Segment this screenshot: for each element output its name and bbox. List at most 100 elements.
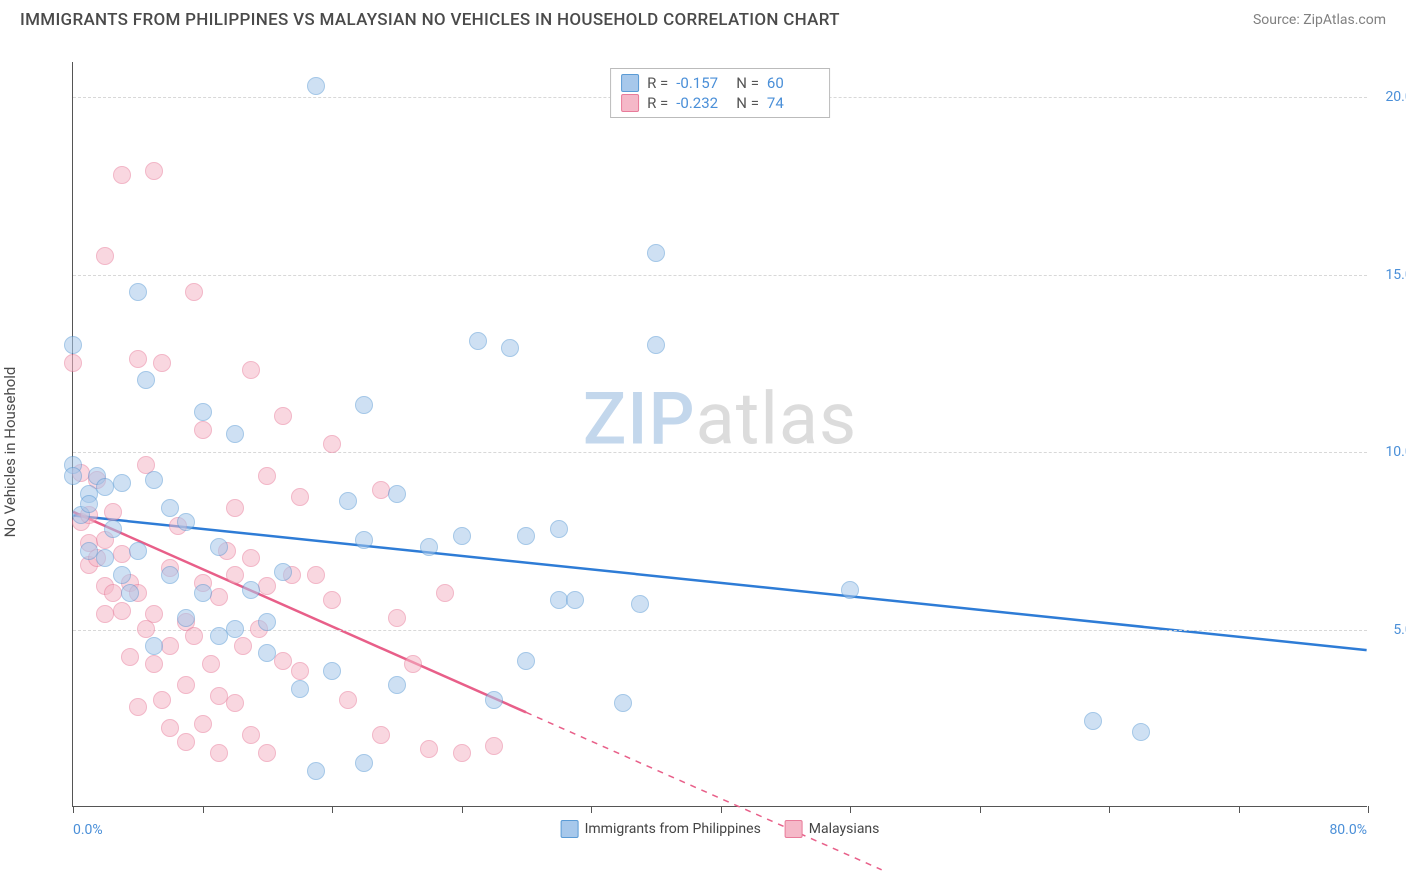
scatter-point-philippines xyxy=(566,591,584,609)
scatter-point-philippines xyxy=(388,485,406,503)
x-tick xyxy=(1239,806,1240,813)
source-attribution: Source: ZipAtlas.com xyxy=(1253,12,1386,28)
x-tick xyxy=(850,806,851,813)
scatter-point-philippines xyxy=(274,563,292,581)
watermark: ZIPatlas xyxy=(583,377,857,462)
scatter-point-malaysians xyxy=(372,481,390,499)
x-axis-min-label: 0.0% xyxy=(73,822,103,838)
scatter-point-philippines xyxy=(355,531,373,549)
legend-row-malaysians: R = -0.232 N = 74 xyxy=(621,93,819,113)
scatter-point-philippines xyxy=(485,691,503,709)
trend-lines xyxy=(73,62,1367,806)
scatter-point-malaysians xyxy=(258,467,276,485)
scatter-point-philippines xyxy=(501,339,519,357)
scatter-point-philippines xyxy=(129,542,147,560)
watermark-atlas: atlas xyxy=(696,377,858,462)
scatter-point-philippines xyxy=(129,283,147,301)
y-axis-label: No Vehicles in Household xyxy=(1,367,19,538)
scatter-point-malaysians xyxy=(145,605,163,623)
scatter-point-malaysians xyxy=(242,549,260,567)
scatter-point-philippines xyxy=(113,474,131,492)
scatter-point-philippines xyxy=(614,694,632,712)
scatter-point-malaysians xyxy=(274,652,292,670)
swatch-philippines xyxy=(561,820,579,838)
scatter-point-malaysians xyxy=(96,605,114,623)
scatter-point-philippines xyxy=(226,620,244,638)
scatter-point-malaysians xyxy=(153,354,171,372)
scatter-point-malaysians xyxy=(145,655,163,673)
swatch-philippines xyxy=(621,74,639,92)
chart-header: IMMIGRANTS FROM PHILIPPINES VS MALAYSIAN… xyxy=(0,0,1406,50)
plot-area: ZIPatlas R = -0.157 N = 60 R = -0.232 N … xyxy=(72,62,1367,807)
scatter-point-philippines xyxy=(307,762,325,780)
scatter-point-malaysians xyxy=(185,283,203,301)
scatter-point-philippines xyxy=(161,499,179,517)
x-tick xyxy=(203,806,204,813)
scatter-point-malaysians xyxy=(242,726,260,744)
scatter-point-philippines xyxy=(355,396,373,414)
scatter-point-malaysians xyxy=(226,566,244,584)
scatter-point-malaysians xyxy=(307,566,325,584)
scatter-point-philippines xyxy=(64,467,82,485)
n-value-malaysians: 74 xyxy=(767,94,819,112)
scatter-point-philippines xyxy=(177,513,195,531)
scatter-point-malaysians xyxy=(242,361,260,379)
scatter-point-philippines xyxy=(194,584,212,602)
scatter-point-philippines xyxy=(1084,712,1102,730)
scatter-point-malaysians xyxy=(210,744,228,762)
grid-line xyxy=(73,452,1367,453)
scatter-point-philippines xyxy=(145,637,163,655)
watermark-zip: ZIP xyxy=(583,377,696,462)
y-tick-label: 15.0% xyxy=(1385,267,1406,283)
scatter-point-philippines xyxy=(96,478,114,496)
scatter-point-malaysians xyxy=(64,354,82,372)
scatter-point-philippines xyxy=(145,471,163,489)
scatter-point-malaysians xyxy=(194,421,212,439)
scatter-point-malaysians xyxy=(129,698,147,716)
scatter-point-philippines xyxy=(242,581,260,599)
r-value-philippines: -0.157 xyxy=(676,74,728,92)
series-legend: Immigrants from Philippines Malaysians xyxy=(561,820,880,838)
legend-item-malaysians: Malaysians xyxy=(785,820,880,838)
legend-label: Malaysians xyxy=(809,821,880,837)
scatter-point-malaysians xyxy=(113,602,131,620)
scatter-point-philippines xyxy=(258,613,276,631)
scatter-point-philippines xyxy=(647,336,665,354)
x-tick xyxy=(591,806,592,813)
scatter-point-malaysians xyxy=(194,715,212,733)
x-axis-max-label: 80.0% xyxy=(1329,822,1367,838)
scatter-point-malaysians xyxy=(258,744,276,762)
scatter-point-malaysians xyxy=(177,676,195,694)
scatter-point-malaysians xyxy=(113,545,131,563)
x-tick xyxy=(721,806,722,813)
grid-line xyxy=(73,275,1367,276)
y-tick-label: 20.0% xyxy=(1385,89,1406,105)
scatter-point-malaysians xyxy=(210,588,228,606)
scatter-point-philippines xyxy=(517,652,535,670)
scatter-point-philippines xyxy=(291,680,309,698)
scatter-point-philippines xyxy=(121,584,139,602)
scatter-point-philippines xyxy=(841,581,859,599)
scatter-point-malaysians xyxy=(258,577,276,595)
scatter-point-malaysians xyxy=(404,655,422,673)
scatter-point-philippines xyxy=(194,403,212,421)
scatter-point-malaysians xyxy=(291,662,309,680)
scatter-point-philippines xyxy=(469,332,487,350)
correlation-chart: No Vehicles in Household ZIPatlas R = -0… xyxy=(50,62,1390,842)
scatter-point-philippines xyxy=(80,495,98,513)
scatter-point-philippines xyxy=(388,676,406,694)
scatter-point-malaysians xyxy=(226,694,244,712)
scatter-point-philippines xyxy=(517,527,535,545)
scatter-point-malaysians xyxy=(202,655,220,673)
scatter-point-malaysians xyxy=(145,162,163,180)
scatter-point-philippines xyxy=(226,425,244,443)
r-value-malaysians: -0.232 xyxy=(676,94,728,112)
scatter-point-malaysians xyxy=(274,407,292,425)
scatter-point-malaysians xyxy=(323,435,341,453)
scatter-point-malaysians xyxy=(485,737,503,755)
x-tick xyxy=(462,806,463,813)
scatter-point-philippines xyxy=(64,336,82,354)
scatter-point-malaysians xyxy=(161,637,179,655)
x-tick xyxy=(1109,806,1110,813)
scatter-point-malaysians xyxy=(453,744,471,762)
